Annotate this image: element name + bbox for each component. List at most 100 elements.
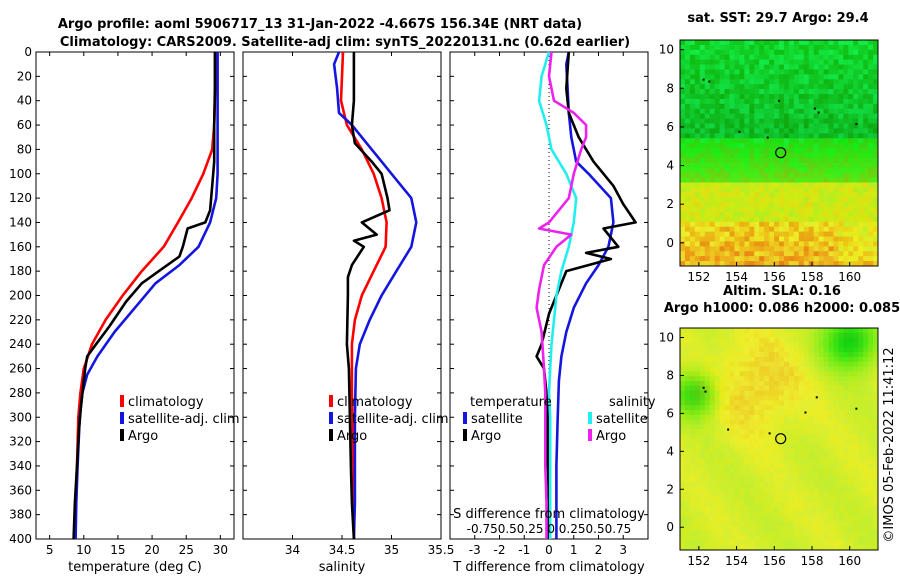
- sst-cell: [699, 197, 706, 203]
- sst-cell: [694, 182, 701, 188]
- sla-cell: [808, 492, 815, 498]
- sla-cell: [788, 501, 795, 507]
- sla-cell: [680, 506, 686, 512]
- sla-cell: [744, 439, 750, 445]
- sla-cell: [739, 405, 745, 411]
- sla-cell: [813, 390, 819, 396]
- sst-cell: [779, 236, 785, 242]
- sst-cell: [699, 69, 706, 75]
- sst-cell: [744, 167, 750, 174]
- sst-cell: [853, 241, 859, 247]
- sst-cell: [823, 133, 829, 139]
- sla-cell: [843, 521, 849, 527]
- sla-cell: [764, 414, 770, 421]
- sla-cell: [684, 458, 691, 464]
- sla-cell: [813, 337, 819, 343]
- sla-cell: [769, 477, 775, 483]
- sst-cell: [744, 74, 750, 80]
- sst-cell: [729, 128, 735, 134]
- sst-cell: [833, 221, 839, 228]
- sst-cell: [803, 226, 810, 233]
- sst-cell: [863, 123, 869, 129]
- sst-cell: [709, 261, 716, 267]
- sla-cell: [759, 506, 765, 512]
- sst-cell: [739, 192, 745, 198]
- sst-cell: [749, 177, 755, 183]
- sst-cell: [769, 123, 775, 129]
- sla-cell: [808, 521, 815, 527]
- sla-cell: [709, 535, 716, 541]
- sla-cell: [779, 501, 785, 507]
- sla-cell: [724, 487, 730, 493]
- sst-cell: [838, 128, 844, 134]
- sla-cell: [689, 525, 696, 532]
- sla-cell: [868, 371, 874, 377]
- sla-cell: [833, 419, 839, 425]
- sla-cell: [709, 467, 716, 474]
- sst-cell: [808, 118, 815, 124]
- sla-cell: [779, 356, 785, 363]
- sla-cell: [704, 342, 711, 348]
- sla-cell: [788, 429, 795, 435]
- sla-cell: [694, 395, 701, 401]
- sst-cell: [719, 216, 725, 223]
- sst-cell: [808, 49, 815, 56]
- sst-cell: [828, 108, 834, 115]
- sst-cell: [680, 246, 686, 252]
- sst-cell: [689, 64, 696, 70]
- sla-cell: [808, 424, 815, 430]
- sla-cell: [769, 453, 775, 459]
- sla-cell: [818, 535, 824, 541]
- sst-cell: [788, 59, 795, 65]
- sla-cell: [788, 332, 795, 339]
- sla-cell: [798, 356, 805, 363]
- sst-cell: [803, 153, 810, 159]
- sla-cell: [704, 337, 711, 343]
- sst-cell: [868, 84, 874, 90]
- sla-cell: [719, 487, 725, 493]
- sst-cell: [749, 256, 755, 262]
- sla-cell: [729, 376, 735, 382]
- sla-cell: [764, 361, 770, 368]
- sla-cell: [739, 366, 745, 372]
- sla-cell: [699, 342, 706, 348]
- longitude-tick-label: 154: [725, 270, 748, 284]
- sst-cell: [724, 89, 730, 95]
- sla-cell: [684, 487, 691, 493]
- sla-cell: [729, 328, 735, 334]
- sla-cell: [818, 540, 824, 546]
- sla-cell: [749, 477, 755, 483]
- sla-cell: [689, 467, 696, 474]
- sla-cell: [680, 496, 686, 503]
- sla-cell: [783, 530, 790, 536]
- sla-cell: [754, 356, 760, 363]
- sla-cell: [803, 352, 810, 358]
- sla-cell: [788, 506, 795, 512]
- sla-cell: [694, 482, 701, 488]
- sst-cell: [803, 167, 810, 174]
- sla-cell: [689, 419, 696, 425]
- sla-cell: [704, 487, 711, 493]
- sla-cell: [793, 482, 800, 488]
- sla-cell: [719, 439, 725, 445]
- sla-cell: [754, 414, 760, 421]
- sst-cell: [848, 118, 854, 124]
- sst-cell: [828, 172, 834, 178]
- sst-cell: [863, 74, 869, 80]
- sst-cell: [749, 221, 755, 228]
- sst-cell: [838, 98, 844, 105]
- sst-cell: [744, 251, 750, 257]
- sla-cell: [853, 477, 859, 483]
- sla-cell: [779, 511, 785, 517]
- sst-cell: [838, 177, 844, 183]
- sla-cell: [808, 390, 815, 396]
- sst-cell: [684, 148, 691, 154]
- sst-cell: [798, 157, 805, 164]
- sla-cell: [774, 521, 780, 527]
- sla-cell: [764, 352, 770, 358]
- sst-cell: [803, 261, 810, 267]
- sst-cell: [734, 241, 740, 247]
- sla-cell: [838, 501, 844, 507]
- sst-cell: [833, 138, 839, 144]
- latitude-tick-label: 10: [659, 43, 674, 57]
